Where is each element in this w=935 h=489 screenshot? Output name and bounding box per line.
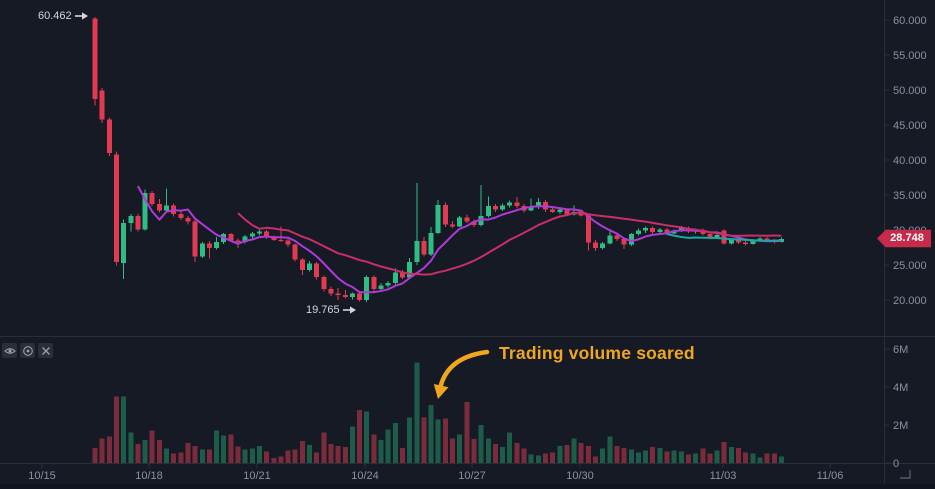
arrow-right-icon (342, 306, 356, 314)
high-price-annotation: 60.462 (38, 10, 89, 22)
last-price-badge: 28.748 (877, 229, 931, 248)
close-pane-button[interactable] (38, 343, 53, 358)
axis-tick-label: 20.000 (893, 295, 927, 307)
axis-tick-label: 4M (893, 382, 908, 394)
arrow-right-icon (74, 12, 88, 20)
low-price-label: 19.765 (306, 304, 340, 316)
axis-tick-label: 50.000 (893, 85, 927, 97)
axis-tick-label: 45.000 (893, 120, 927, 132)
hide-pane-button[interactable] (2, 343, 17, 358)
settings-icon (22, 345, 33, 356)
axis-tick-label: 2M (893, 420, 908, 432)
axis-tick-label: 6M (893, 344, 908, 356)
candles-layer (92, 16, 784, 303)
callout-arrow-icon (433, 349, 490, 399)
low-price-annotation: 19.765 (306, 304, 357, 316)
axis-tick-label: 10/27 (458, 470, 486, 482)
axis-tick-label: 10/24 (351, 470, 379, 482)
callout-text: Trading volume soared (499, 343, 695, 363)
axis-tick-label: 11/03 (710, 470, 737, 482)
axis-tick-label: 25.000 (893, 260, 927, 272)
volume-layer (92, 362, 784, 463)
pane-controls (2, 343, 53, 358)
axis-tick-label: 10/21 (243, 470, 271, 482)
axis-tick-label: 35.000 (893, 190, 927, 202)
axis-tick-label: 60.000 (893, 15, 927, 27)
axis-tick-label: 40.000 (893, 155, 927, 167)
axis-tick-label: 10/30 (566, 470, 594, 482)
resize-corner-icon[interactable] (898, 467, 914, 483)
moving-averages-layer (137, 185, 782, 294)
high-price-label: 60.462 (38, 10, 72, 22)
eye-icon (3, 347, 16, 354)
axis-tick-label: 11/06 (817, 470, 844, 482)
axis-tick-label: 0 (893, 458, 899, 470)
axis-tick-label: 10/18 (135, 470, 163, 482)
pane-settings-button[interactable] (20, 343, 35, 358)
close-icon (41, 346, 50, 355)
axis-tick-label: 10/15 (28, 470, 56, 482)
axis-tick-label: 55.000 (893, 50, 927, 62)
